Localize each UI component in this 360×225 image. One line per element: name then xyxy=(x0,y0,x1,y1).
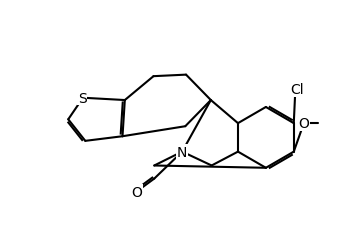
Text: S: S xyxy=(78,91,86,105)
Text: N: N xyxy=(177,145,187,159)
Text: O: O xyxy=(298,117,309,130)
Text: O: O xyxy=(131,185,142,199)
Text: Cl: Cl xyxy=(290,83,304,97)
